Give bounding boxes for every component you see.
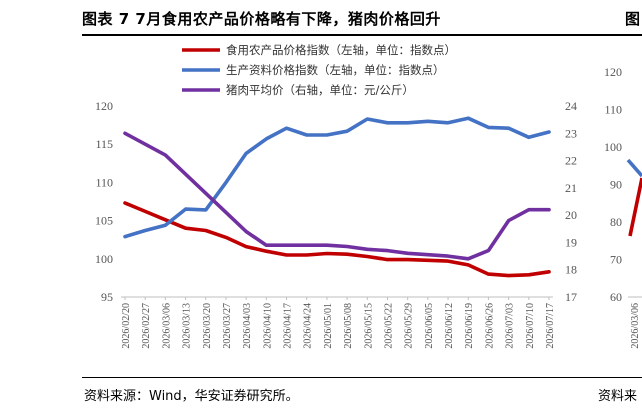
x-tick-label: 2026/06/19 <box>464 303 475 349</box>
legend-label: 生产资料价格指数（左轴，单位：指数点） <box>226 63 445 77</box>
y-right-tick-label: 17 <box>565 290 577 304</box>
partial-y-tick-label: 80 <box>610 215 622 229</box>
legend-label: 猪肉平均价（右轴，单位：元/公斤） <box>226 83 414 97</box>
y-right-tick-label: 23 <box>565 126 577 140</box>
x-tick-label: 2026/03/20 <box>202 303 213 349</box>
partial-chart: 60 70 80 90 100 110 120 2026/03/06 <box>604 65 642 349</box>
x-tick-label: 2026/05/15 <box>363 303 374 349</box>
figure-title: 图表 7 7月食用农产品价格略有下降，猪肉价格回升 <box>82 10 441 28</box>
source-note: 资料来源：Wind，华安证券研究所。 <box>84 389 299 404</box>
x-tick-label: 2026/02/27 <box>141 303 152 349</box>
partial-y-tick-label: 60 <box>610 290 622 304</box>
source-note-2: 资料来 <box>598 389 638 404</box>
y-left-tick-label: 95 <box>101 290 113 304</box>
x-tick-label: 2026/03/13 <box>182 303 193 349</box>
x-tick-label: 2026/05/08 <box>343 303 354 349</box>
partial-series-line <box>628 177 642 237</box>
y-left-tick-label: 105 <box>95 214 113 228</box>
y-left-tick-label: 120 <box>95 99 113 113</box>
x-tick-label: 2026/04/24 <box>303 303 314 349</box>
y-right-tick-label: 19 <box>565 235 577 249</box>
x-tick-label: 2026/04/10 <box>262 303 273 349</box>
x-tick-label: 2026/04/17 <box>283 303 294 349</box>
title-rule <box>82 34 642 36</box>
partial-series-line <box>626 158 642 178</box>
y-right-tick-label: 21 <box>565 181 577 195</box>
main-chart-axes: 95 100 105 110 115 120 17 18 19 20 21 22 23 24 2026/02… <box>95 99 577 349</box>
x-tick-label: 2026/03/27 <box>222 303 233 349</box>
y-left-tick-label: 115 <box>95 137 113 151</box>
figure-title-bar: 图表 7 7月食用农产品价格略有下降，猪肉价格回升 <box>82 8 602 32</box>
source-rule <box>82 377 642 378</box>
y-right-tick-label: 18 <box>565 263 577 277</box>
main-chart-legend: 食用农产品价格指数（左轴，单位：指数点） 生产资料价格指数（左轴，单位：指数点） 猪… <box>182 43 456 97</box>
series-line <box>123 131 551 261</box>
partial-y-tick-label: 70 <box>610 253 622 267</box>
y-right-tick-label: 24 <box>565 99 577 113</box>
main-chart-lines <box>123 116 551 278</box>
x-tick-label: 2026/05/01 <box>323 303 334 349</box>
partial-y-tick-label: 100 <box>604 140 622 154</box>
series-line <box>123 116 551 239</box>
y-left-tick-label: 100 <box>95 252 113 266</box>
x-tick-label: 2026/03/06 <box>161 303 172 349</box>
y-left-tick-label: 110 <box>95 175 113 189</box>
partial-y-tick-label: 90 <box>610 178 622 192</box>
figure-title-2: 图 <box>625 10 641 28</box>
x-tick-label: 2026/04/03 <box>242 303 253 349</box>
x-tick-label: 2026/02/20 <box>121 303 132 349</box>
x-tick-label: 2026/06/26 <box>484 303 495 349</box>
x-tick-label: 2026/07/03 <box>505 303 516 349</box>
y-right-tick-label: 20 <box>565 208 577 222</box>
partial-x-tick-label: 2026/03/06 <box>630 303 641 349</box>
y-right-tick-label: 22 <box>565 154 577 168</box>
partial-y-tick-label: 120 <box>604 65 622 79</box>
series-line <box>123 201 551 278</box>
x-tick-label: 2026/06/12 <box>444 303 455 349</box>
partial-y-tick-label: 110 <box>604 103 622 117</box>
x-tick-label: 2026/05/29 <box>404 303 415 349</box>
x-tick-label: 2026/06/05 <box>424 303 435 349</box>
x-tick-label: 2026/07/17 <box>545 303 556 349</box>
x-tick-label: 2026/07/10 <box>525 303 536 349</box>
x-tick-label: 2026/05/22 <box>383 303 394 349</box>
legend-label: 食用农产品价格指数（左轴，单位：指数点） <box>226 43 456 57</box>
